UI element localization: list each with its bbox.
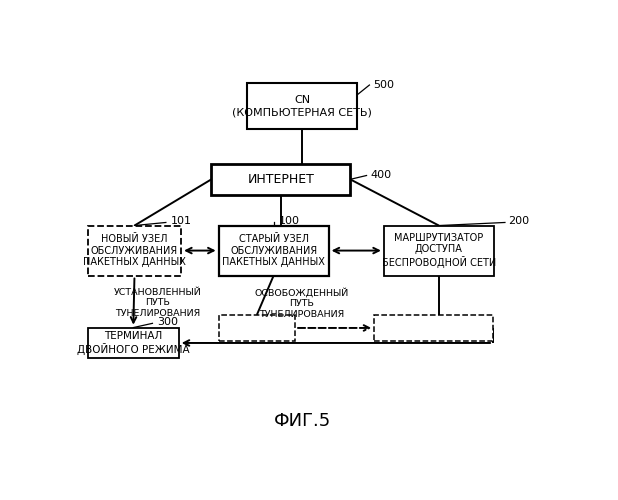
FancyBboxPatch shape — [219, 315, 295, 341]
FancyBboxPatch shape — [88, 226, 181, 276]
Text: ФИГ.5: ФИГ.5 — [274, 412, 331, 430]
Text: 101: 101 — [171, 216, 192, 226]
Text: МАРШРУТИЗАТОР
ДОСТУПА
БЕСПРОВОДНОЙ СЕТИ: МАРШРУТИЗАТОР ДОСТУПА БЕСПРОВОДНОЙ СЕТИ — [382, 232, 496, 268]
Text: 200: 200 — [509, 216, 530, 226]
FancyBboxPatch shape — [211, 164, 350, 194]
Text: УСТАНОВЛЕННЫЙ
ПУТЬ
ТУНЕЛИРОВАНИЯ: УСТАНОВЛЕННЫЙ ПУТЬ ТУНЕЛИРОВАНИЯ — [114, 288, 201, 318]
Text: СТАРЫЙ УЗЕЛ
ОБСЛУЖИВАНИЯ
ПАКЕТНЫХ ДАННЫХ: СТАРЫЙ УЗЕЛ ОБСЛУЖИВАНИЯ ПАКЕТНЫХ ДАННЫХ — [222, 234, 325, 267]
Text: ИНТЕРНЕТ: ИНТЕРНЕТ — [247, 173, 314, 186]
Text: НОВЫЙ УЗЕЛ
ОБСЛУЖИВАНИЯ
ПАКЕТНЫХ ДАННЫХ: НОВЫЙ УЗЕЛ ОБСЛУЖИВАНИЯ ПАКЕТНЫХ ДАННЫХ — [83, 234, 186, 267]
Text: 100: 100 — [278, 216, 299, 226]
Text: 300: 300 — [157, 317, 178, 327]
FancyBboxPatch shape — [384, 226, 494, 276]
Text: 400: 400 — [370, 170, 391, 180]
FancyBboxPatch shape — [247, 83, 357, 130]
Text: 500: 500 — [373, 80, 394, 90]
Text: ТЕРМИНАЛ
ДВОЙНОГО РЕЖИМА: ТЕРМИНАЛ ДВОЙНОГО РЕЖИМА — [77, 331, 190, 355]
Text: CN
(КОМПЬЮТЕРНАЯ СЕТЬ): CN (КОМПЬЮТЕРНАЯ СЕТЬ) — [232, 96, 372, 117]
Text: ОСВОБОЖДЕННЫЙ
ПУТЬ
ТУНЕЛИРОВАНИЯ: ОСВОБОЖДЕННЫЙ ПУТЬ ТУНЕЛИРОВАНИЯ — [254, 288, 349, 318]
FancyBboxPatch shape — [219, 226, 329, 276]
FancyBboxPatch shape — [375, 315, 493, 341]
FancyBboxPatch shape — [88, 328, 179, 358]
